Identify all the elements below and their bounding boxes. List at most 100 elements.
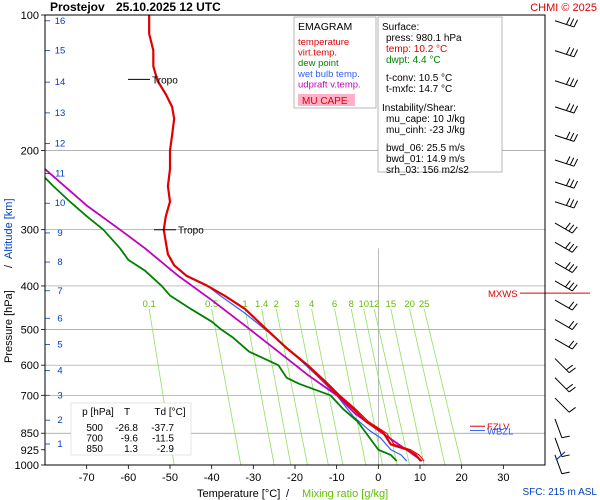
wind-barb-flag <box>565 46 571 55</box>
table-header: Td [°C] <box>154 407 185 418</box>
mixing-ratio-label: 2 <box>274 299 279 310</box>
wind-barb-flag <box>568 282 575 290</box>
wbzl-label: WBZL <box>487 426 513 437</box>
wind-barb-staff <box>554 377 570 393</box>
mixing-ratio-label: 1.4 <box>255 299 268 310</box>
mixing-ratio-label: 8 <box>349 299 354 310</box>
altitude-tick-label: 9 <box>57 228 62 239</box>
wind-barb-staff <box>554 358 570 374</box>
mixing-ratio-label: 6 <box>332 299 337 310</box>
altitude-tick-label: 16 <box>55 16 66 27</box>
mixing-ratio-label: 10 <box>358 299 369 310</box>
y-tick-label: 600 <box>21 360 39 372</box>
x-tick-label: -40 <box>204 472 220 484</box>
surface-title: Surface: <box>382 22 419 33</box>
altitude-tick-label: 6 <box>57 313 62 324</box>
mixing-ratio-label: 25 <box>419 299 430 310</box>
instability-title: Instability/Shear: <box>382 103 456 114</box>
mixing-ratio-line <box>296 308 329 466</box>
wind-barb-staff <box>554 319 573 330</box>
x-tick-label: -50 <box>162 472 178 484</box>
wind-barb-flag <box>565 103 571 111</box>
table-cell: 500 <box>86 423 103 434</box>
wind-barb-flag <box>568 340 575 348</box>
table-bg <box>70 402 192 456</box>
y-tick-label: 400 <box>21 281 39 293</box>
wind-barb-staff <box>554 201 575 209</box>
table-cell: -2.9 <box>157 444 175 455</box>
x-tick-label: 10 <box>414 472 426 484</box>
series-line-dew-point <box>44 177 398 462</box>
mixing-ratio-line <box>350 308 383 466</box>
ptd-table: p [hPa] T Td [°C] 500 -26.8 -37.7 700 -9.6 -11.5… <box>70 402 192 456</box>
wind-barb-flag <box>564 241 571 249</box>
table-header: p [hPa] <box>82 407 114 418</box>
table-cell: 1.3 <box>124 444 138 455</box>
wind-barb-flag <box>568 264 575 271</box>
table-header: T <box>124 407 130 418</box>
altitude-tick-label: 13 <box>55 108 66 119</box>
wind-barb-flag <box>571 322 578 330</box>
tropopause-label: Tropo <box>152 75 178 86</box>
copyright: CHMI © 2025 <box>530 2 597 14</box>
table-cell: 850 <box>86 444 103 455</box>
x-tick-label: -10 <box>329 472 345 484</box>
tropopause-label: Tropo <box>178 226 204 237</box>
mixing-ratio-line <box>423 308 463 466</box>
legend-item: virt.temp. <box>298 48 337 59</box>
mixing-ratio-line <box>211 308 242 466</box>
wind-barb-flag <box>568 224 575 232</box>
cape-badge: MU CAPE <box>302 96 348 107</box>
legend-box <box>293 16 377 109</box>
y-axis-sep: / <box>3 264 15 268</box>
mixing-ratio-line <box>311 308 344 466</box>
wind-barb-flag <box>573 134 578 142</box>
cape-badge-bg <box>298 94 355 106</box>
fzlv-label: FZLV <box>487 422 510 433</box>
wind-barb-flag <box>565 131 571 140</box>
mixing-ratio-label: 0.1 <box>143 299 156 310</box>
tmxfc-value: t-mxfc: 14.7 °C <box>386 84 452 95</box>
x-axis-title-2: Mixing ratio [g/kg] <box>302 488 388 500</box>
wind-barb-flag <box>568 407 576 413</box>
series-line-temperature <box>148 15 422 462</box>
instability-value: bwd_06: 25.5 m/s <box>386 143 465 154</box>
wind-barb-staff <box>554 454 563 474</box>
wind-barb-flag <box>561 471 570 475</box>
x-tick-label: -30 <box>245 472 261 484</box>
mixing-ratio-label: 15 <box>386 299 397 310</box>
altitude-tick-label: 10 <box>55 198 66 209</box>
wind-barb-flag <box>569 78 575 86</box>
altitude-tick-label: 8 <box>57 257 62 268</box>
y-tick-label: 850 <box>21 428 39 440</box>
wind-barb-staff <box>554 50 575 58</box>
wind-barb-flag <box>569 104 575 113</box>
wind-barb-flag <box>569 18 575 26</box>
altitude-tick-label: 3 <box>57 390 62 401</box>
tconv-value: t-conv: 10.5 °C <box>386 73 452 84</box>
wind-barb-flag <box>561 435 570 439</box>
wind-barbs <box>554 17 578 475</box>
altitude-tick-label: 12 <box>55 139 66 150</box>
mxws-label: MXWS <box>488 289 518 300</box>
wind-barb-staff <box>554 418 563 438</box>
altitude-tick-label: 4 <box>57 366 62 377</box>
mixing-ratio-line <box>390 308 425 466</box>
surface-value: dwpt: 4.4 °C <box>386 55 441 66</box>
wind-barb-flag <box>571 245 578 253</box>
wind-barb-flag <box>569 132 575 141</box>
mixing-ratio-line <box>275 308 308 466</box>
table-cell: 700 <box>86 434 103 445</box>
wind-barb-flag <box>565 178 571 186</box>
wind-barb-flag <box>568 301 575 309</box>
x-tick-label: -70 <box>79 472 95 484</box>
wind-barb-flag <box>573 105 578 114</box>
mixing-ratio-line <box>409 308 446 466</box>
legend-item: dew point <box>298 58 339 69</box>
wind-barb-staff <box>554 241 573 253</box>
wind-barb-flag <box>566 364 574 371</box>
y-tick-label: 925 <box>21 445 39 457</box>
mixing-ratio-label: 20 <box>404 299 415 310</box>
wind-barb-flag <box>571 342 578 350</box>
